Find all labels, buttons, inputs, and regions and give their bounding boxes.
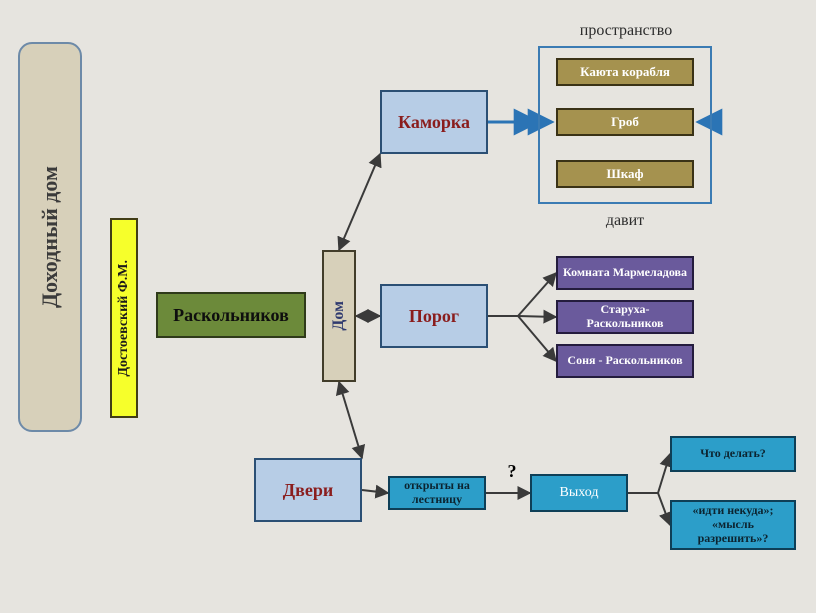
node-chto-label: Что делать? (696, 445, 770, 463)
node-davit-label: давит (602, 210, 648, 232)
node-porog-label: Порог (405, 304, 463, 329)
node-rask-label: Раскольников (169, 303, 293, 328)
node-otkryty: открыты на лестницу (388, 476, 486, 510)
node-kamorka-label: Каморка (394, 110, 474, 135)
node-staruha-label: Старуха- Раскольников (582, 301, 667, 333)
node-title: Доходный дом (18, 42, 82, 432)
node-idt: «идти некуда»; «мысль разрешить»? (670, 500, 796, 550)
node-kajuta: Каюта корабля (556, 58, 694, 86)
node-q-label: ? (504, 459, 521, 484)
node-komnata: Комната Мармеладова (556, 256, 694, 290)
node-kajuta-label: Каюта корабля (576, 63, 674, 82)
node-prost-label: пространство (576, 20, 676, 42)
node-grob: Гроб (556, 108, 694, 136)
node-staruha: Старуха- Раскольников (556, 300, 694, 334)
node-title-label: Доходный дом (33, 164, 66, 310)
node-vyhod-label: Выход (556, 483, 603, 503)
node-dveri-label: Двери (279, 478, 337, 503)
node-sonya-label: Соня - Раскольников (563, 352, 686, 370)
node-vyhod: Выход (530, 474, 628, 512)
node-shkaf: Шкаф (556, 160, 694, 188)
node-dom-label: Дом (326, 299, 352, 333)
node-author-label: Достоевский Ф.М. (112, 258, 136, 379)
node-q: ? (502, 460, 522, 482)
node-rask: Раскольников (156, 292, 306, 338)
node-davit: давит (590, 210, 660, 232)
node-grob-label: Гроб (607, 113, 643, 132)
node-otkryty-label: открыты на лестницу (390, 477, 484, 509)
node-idt-label: «идти некуда»; «мысль разрешить»? (672, 502, 794, 547)
node-shkaf-label: Шкаф (602, 165, 647, 184)
node-porog: Порог (380, 284, 488, 348)
node-author: Достоевский Ф.М. (110, 218, 138, 418)
node-dom: Дом (322, 250, 356, 382)
node-chto: Что делать? (670, 436, 796, 472)
node-prost: пространство (556, 20, 696, 42)
node-sonya: Соня - Раскольников (556, 344, 694, 378)
node-kamorka: Каморка (380, 90, 488, 154)
node-komnata-label: Комната Мармеладова (559, 264, 691, 282)
node-dveri: Двери (254, 458, 362, 522)
